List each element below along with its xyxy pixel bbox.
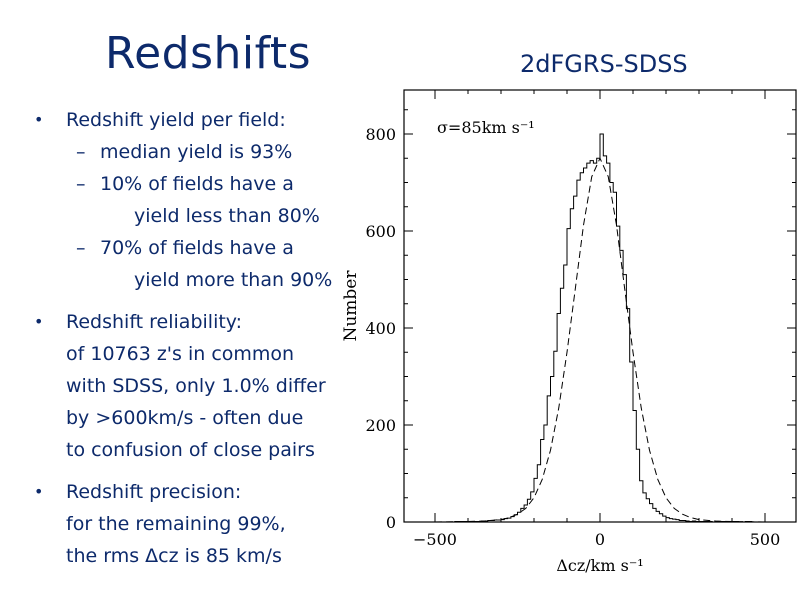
bullet-reliability: • Redshift reliability: of 10763 z's in …: [30, 306, 360, 466]
bullet-precision: • Redshift precision: for the remaining …: [30, 476, 360, 572]
bullet-dot-icon: •: [34, 110, 44, 129]
y-tick-label: 400: [365, 319, 396, 338]
dash-icon: –: [76, 141, 86, 163]
histogram-series: [435, 133, 769, 523]
x-tick-label: −500: [413, 530, 457, 549]
para-line: the rms Δcz is 85 km/s: [66, 545, 282, 567]
sigma-annotation: σ=85km s⁻¹: [437, 118, 535, 137]
slide-title: Redshifts: [105, 28, 312, 79]
sub-line: 10% of fields have a: [100, 173, 294, 195]
sub-line: yield more than 90%: [134, 269, 333, 291]
para-line: of 10763 z's in common: [66, 343, 295, 365]
bullet-yield: • Redshift yield per field: – median yie…: [30, 104, 360, 296]
bullet-lead: Redshift reliability:: [66, 311, 243, 333]
x-axis-label: Δcz/km s⁻¹: [556, 556, 643, 575]
sub-line: yield less than 80%: [134, 205, 320, 227]
y-tick-label: 800: [365, 125, 396, 144]
bullet-dot-icon: •: [34, 312, 44, 331]
para-line: with SDSS, only 1.0% differ: [66, 375, 326, 397]
y-tick-label: 0: [386, 513, 396, 532]
gaussian-fit-series: [434, 157, 766, 523]
axis-ticks: 0 200 400 600 800 −500 0 500: [365, 90, 796, 549]
sub-bullet: – 70% of fields have a yield more than 9…: [66, 232, 360, 296]
dash-icon: –: [76, 173, 86, 195]
bullet-lead: Redshift precision:: [66, 481, 242, 503]
x-tick-label: 500: [750, 530, 781, 549]
chart-title: 2dFGRS-SDSS: [520, 50, 688, 78]
para-line: to confusion of close pairs: [66, 439, 315, 461]
sub-bullet: – median yield is 93%: [66, 136, 360, 168]
y-tick-label: 600: [365, 222, 396, 241]
sub-line: 70% of fields have a: [100, 237, 294, 259]
dash-icon: –: [76, 237, 86, 259]
x-tick-label: 0: [595, 530, 605, 549]
para-line: by >600km/s - often due: [66, 407, 304, 429]
y-tick-label: 200: [365, 416, 396, 435]
plot-frame: [403, 89, 797, 523]
bullet-list: • Redshift yield per field: – median yie…: [30, 104, 360, 572]
bullet-lead: Redshift yield per field:: [66, 109, 286, 131]
sub-line: median yield is 93%: [100, 141, 293, 163]
para-line: for the remaining 99%,: [66, 513, 286, 535]
bullet-dot-icon: •: [34, 482, 44, 501]
sub-bullet: – 10% of fields have a yield less than 8…: [66, 168, 360, 232]
